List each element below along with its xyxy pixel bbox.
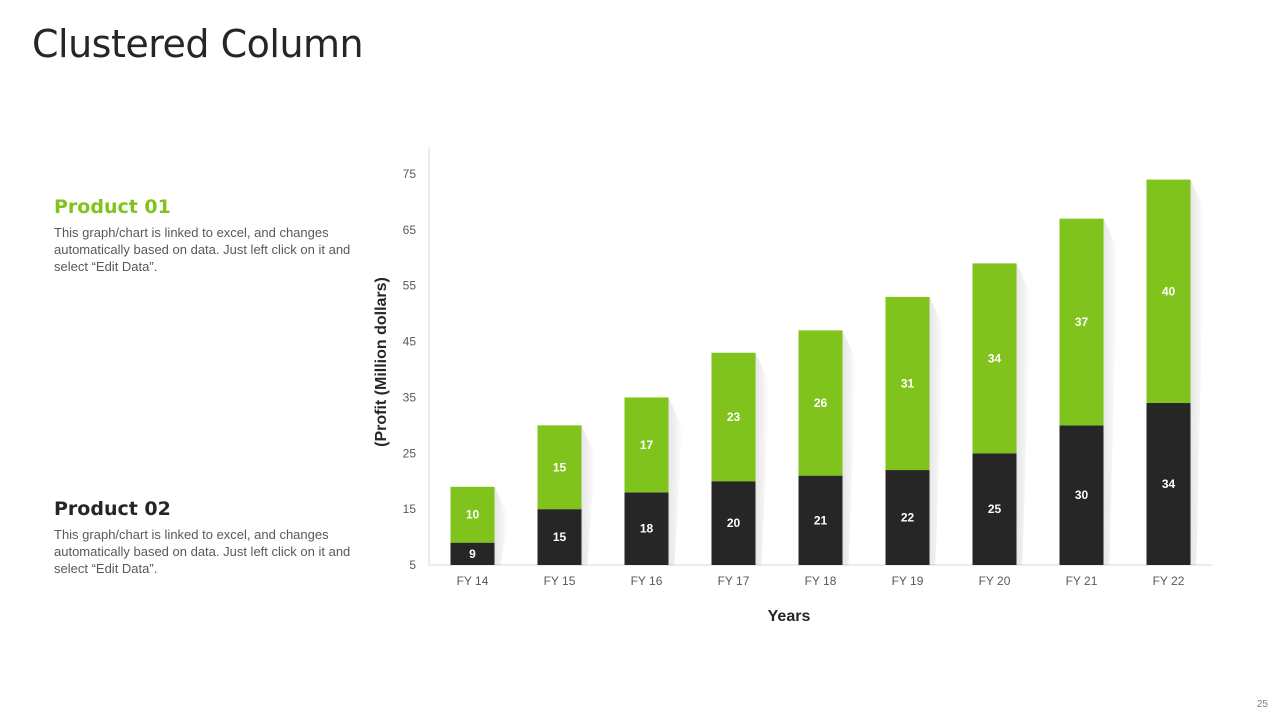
data-label-product-01: 23 — [727, 410, 741, 424]
x-tick-label: FY 16 — [631, 574, 663, 588]
data-label-product-02: 15 — [553, 530, 567, 544]
x-tick-label: FY 20 — [979, 574, 1011, 588]
y-tick-label: 55 — [403, 279, 417, 293]
product-02-title: Product 02 — [54, 498, 171, 520]
data-label-product-01: 37 — [1075, 315, 1089, 329]
bar-product-02 — [885, 470, 930, 565]
data-label-product-02: 21 — [814, 513, 828, 527]
slide-number: 25 — [1256, 699, 1268, 710]
bar-product-01 — [885, 296, 930, 471]
column-shadow — [494, 486, 509, 565]
bar-product-01 — [798, 330, 843, 476]
bar-product-02 — [1146, 403, 1191, 565]
bar-product-02 — [798, 475, 843, 565]
bar-product-01 — [1146, 179, 1191, 404]
x-tick-label: FY 21 — [1066, 574, 1098, 588]
x-tick-label: FY 14 — [457, 574, 489, 588]
bar-product-02 — [711, 481, 756, 565]
y-tick-label: 15 — [403, 502, 417, 516]
y-axis-title: (Profit (Million dollars) — [373, 277, 390, 447]
data-label-product-02: 30 — [1075, 488, 1089, 502]
y-tick-label: 25 — [403, 446, 417, 460]
page-title: Clustered Column — [32, 22, 364, 66]
bar-product-01 — [972, 263, 1017, 454]
column-shadow — [1103, 218, 1118, 565]
product-01-legend: Product 01 This graph/chart is linked to… — [54, 196, 354, 275]
bar-product-02 — [624, 492, 669, 565]
bar-product-01 — [450, 486, 495, 543]
bar-product-02 — [1059, 425, 1104, 565]
data-label-product-01: 17 — [640, 438, 654, 452]
data-label-product-01: 10 — [466, 508, 480, 522]
y-tick-label: 65 — [403, 223, 417, 237]
y-tick-label: 75 — [403, 167, 417, 181]
x-tick-label: FY 18 — [805, 574, 837, 588]
y-tick-label: 35 — [403, 390, 417, 404]
product-02-description: This graph/chart is linked to excel, and… — [54, 527, 351, 576]
column-shadow — [755, 352, 770, 565]
data-label-product-02: 22 — [901, 511, 915, 525]
y-tick-label: 5 — [409, 558, 416, 572]
data-label-product-01: 34 — [988, 351, 1002, 365]
column-shadow — [1190, 179, 1205, 566]
bar-product-02 — [537, 509, 582, 565]
data-label-product-01: 31 — [901, 376, 915, 390]
data-label-product-02: 25 — [988, 502, 1002, 516]
data-label-product-02: 34 — [1162, 477, 1176, 491]
product-01-title: Product 01 — [54, 196, 171, 218]
x-tick-label: FY 22 — [1153, 574, 1185, 588]
bar-product-01 — [1059, 218, 1104, 426]
bar-product-01 — [624, 397, 669, 493]
column-shadow — [929, 296, 944, 565]
data-label-product-02: 20 — [727, 516, 741, 530]
x-axis-title: Years — [768, 608, 811, 625]
data-label-product-01: 40 — [1162, 284, 1176, 298]
data-label-product-01: 26 — [814, 396, 828, 410]
bar-product-02 — [450, 542, 495, 565]
data-label-product-02: 9 — [469, 547, 476, 561]
column-shadow — [842, 330, 857, 565]
y-tick-label: 45 — [403, 335, 417, 349]
column-shadow — [581, 425, 596, 565]
data-label-product-01: 15 — [553, 460, 567, 474]
bar-product-02 — [972, 453, 1017, 565]
x-tick-label: FY 15 — [544, 574, 576, 588]
x-tick-label: FY 19 — [892, 574, 924, 588]
product-01-description: This graph/chart is linked to excel, and… — [54, 225, 351, 274]
data-label-product-02: 18 — [640, 522, 654, 536]
column-shadow — [668, 397, 683, 565]
x-tick-label: FY 17 — [718, 574, 750, 588]
bar-product-01 — [537, 425, 582, 510]
bar-product-01 — [711, 352, 756, 482]
product-02-legend: Product 02 This graph/chart is linked to… — [54, 498, 354, 577]
column-shadow — [1016, 263, 1031, 565]
